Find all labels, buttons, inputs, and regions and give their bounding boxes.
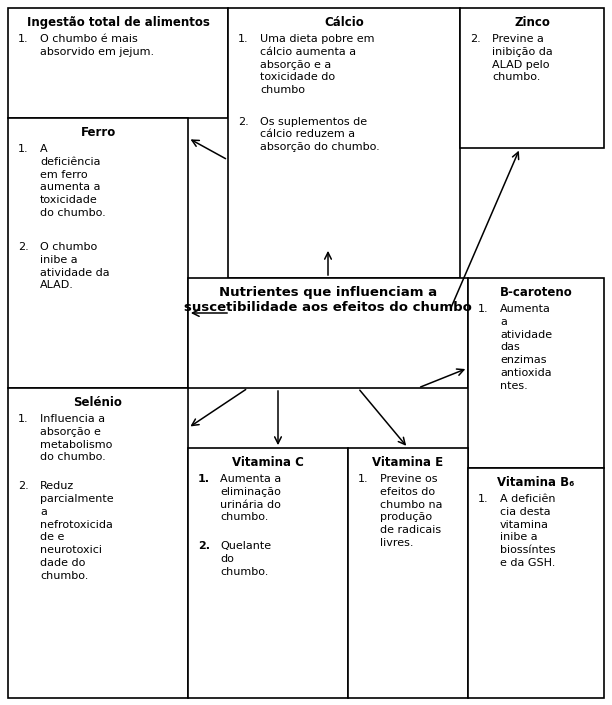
Text: 2.: 2. xyxy=(238,116,248,127)
Bar xyxy=(188,448,348,698)
Text: O chumbo é mais
absorvido em jejum.: O chumbo é mais absorvido em jejum. xyxy=(40,34,154,56)
Text: 2.: 2. xyxy=(18,482,29,491)
Text: 1.: 1. xyxy=(478,304,488,314)
Text: 1.: 1. xyxy=(478,494,488,504)
Text: 1.: 1. xyxy=(358,474,368,484)
Text: A deficiên
cia desta
vitamina
inibe a
biossíntes
e da GSH.: A deficiên cia desta vitamina inibe a bi… xyxy=(500,494,556,568)
Bar xyxy=(8,8,228,118)
Text: Quelante
do
chumbo.: Quelante do chumbo. xyxy=(220,541,271,577)
Text: Os suplementos de
cálcio reduzem a
absorção do chumbo.: Os suplementos de cálcio reduzem a absor… xyxy=(260,116,380,152)
Text: 1.: 1. xyxy=(198,474,210,484)
Text: Uma dieta pobre em
cálcio aumenta a
absorção e a
toxicidade do
chumbo: Uma dieta pobre em cálcio aumenta a abso… xyxy=(260,34,375,95)
Bar xyxy=(188,278,468,388)
Text: Aumenta a
eliminação
urinária do
chumbo.: Aumenta a eliminação urinária do chumbo. xyxy=(220,474,282,522)
Bar xyxy=(348,448,468,698)
Text: Influencia a
absorção e
metabolismo
do chumbo.: Influencia a absorção e metabolismo do c… xyxy=(40,414,113,462)
Text: Cálcio: Cálcio xyxy=(324,16,364,29)
Text: O chumbo
inibe a
atividade da
ALAD.: O chumbo inibe a atividade da ALAD. xyxy=(40,242,110,290)
Bar xyxy=(468,278,604,468)
Bar xyxy=(228,8,460,278)
Text: Reduz
parcialmente
a
nefrotoxicida
de e
neurotoxici
dade do
chumbo.: Reduz parcialmente a nefrotoxicida de e … xyxy=(40,482,114,581)
Text: 2.: 2. xyxy=(470,34,481,44)
Text: 1.: 1. xyxy=(18,144,29,154)
Text: A
deficiência
em ferro
aumenta a
toxicidade
do chumbo.: A deficiência em ferro aumenta a toxicid… xyxy=(40,144,106,218)
Bar xyxy=(8,388,188,698)
Bar xyxy=(460,8,604,148)
Bar xyxy=(468,468,604,698)
Text: Vitamina C: Vitamina C xyxy=(232,456,304,469)
Text: 1.: 1. xyxy=(18,34,29,44)
Text: Vitamina B₆: Vitamina B₆ xyxy=(498,476,575,489)
Text: Selénio: Selénio xyxy=(73,396,122,409)
Text: Previne a
inibição da
ALAD pelo
chumbo.: Previne a inibição da ALAD pelo chumbo. xyxy=(492,34,553,82)
Text: Nutrientes que influenciam a
suscetibilidade aos efeitos do chumbo: Nutrientes que influenciam a suscetibili… xyxy=(184,286,472,314)
Text: 2.: 2. xyxy=(198,541,210,551)
Text: 1.: 1. xyxy=(198,474,209,484)
Text: Ingestão total de alimentos: Ingestão total de alimentos xyxy=(26,16,209,29)
Text: Ferro: Ferro xyxy=(80,126,116,139)
Text: Vitamina E: Vitamina E xyxy=(373,456,444,469)
Text: B-caroteno: B-caroteno xyxy=(499,286,572,299)
Text: 1.: 1. xyxy=(238,34,248,44)
Text: 2.: 2. xyxy=(198,541,209,551)
Text: 2.: 2. xyxy=(18,242,29,252)
Text: Zinco: Zinco xyxy=(514,16,550,29)
Text: Aumenta
a
atividade
das
enzimas
antioxida
ntes.: Aumenta a atividade das enzimas antioxid… xyxy=(500,304,552,391)
Bar xyxy=(8,118,188,388)
Text: Previne os
efeitos do
chumbo na
produção
de radicais
livres.: Previne os efeitos do chumbo na produção… xyxy=(380,474,442,548)
Text: 1.: 1. xyxy=(18,414,29,424)
